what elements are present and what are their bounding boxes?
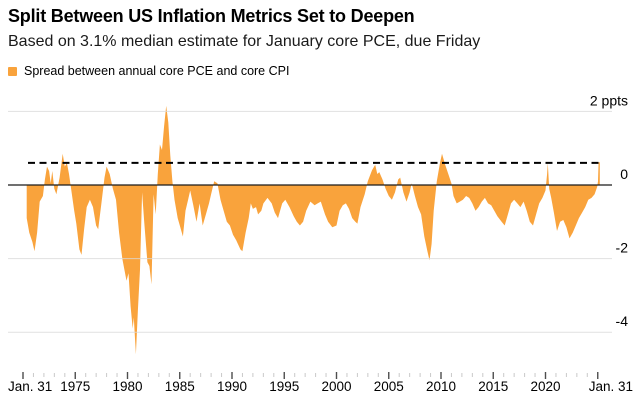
x-tick-label: 1985	[165, 379, 195, 394]
x-tick-label: 2005	[374, 379, 404, 394]
x-tick-label: 1990	[217, 379, 247, 394]
y-tick-label: 0	[620, 166, 628, 182]
x-tick-label: 2020	[530, 379, 560, 394]
x-tick-label: 1975	[60, 379, 90, 394]
x-tick-label: 1995	[269, 379, 299, 394]
x-tick-label: 2015	[478, 379, 508, 394]
x-tick-label: 2010	[426, 379, 456, 394]
legend-swatch-icon	[8, 66, 17, 76]
chart-subtitle: Based on 3.1% median estimate for Januar…	[8, 33, 481, 50]
legend-label: Spread between annual core PCE and core …	[24, 64, 290, 78]
y-tick-label: -4	[616, 313, 629, 329]
x-tick-label: 2000	[321, 379, 351, 394]
chart-title: Split Between US Inflation Metrics Set t…	[8, 6, 415, 26]
y-tick-label: 2 ppts	[590, 92, 628, 108]
legend: Spread between annual core PCE and core …	[8, 64, 289, 78]
x-tick-label: 1980	[112, 379, 142, 394]
x-tick-label: Jan. 31	[589, 379, 633, 394]
spread-area	[26, 105, 600, 355]
x-tick-label: Jan. 31	[8, 379, 52, 394]
y-tick-label: -2	[616, 240, 629, 256]
